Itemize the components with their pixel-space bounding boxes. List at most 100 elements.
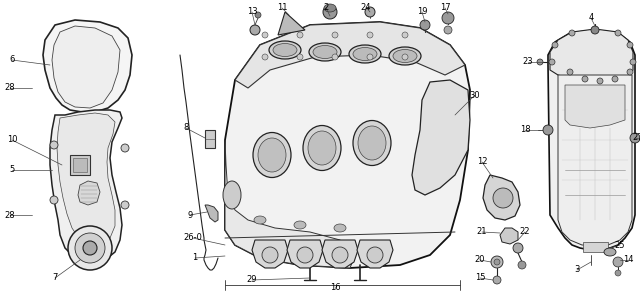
Circle shape	[50, 141, 58, 149]
Circle shape	[262, 54, 268, 60]
Circle shape	[612, 76, 618, 82]
Circle shape	[367, 32, 373, 38]
Circle shape	[365, 7, 375, 17]
Text: 1: 1	[193, 253, 198, 262]
Text: 22: 22	[520, 228, 531, 237]
Ellipse shape	[353, 47, 377, 61]
Circle shape	[543, 125, 553, 135]
Circle shape	[444, 26, 452, 34]
Circle shape	[442, 12, 454, 24]
Polygon shape	[43, 20, 132, 112]
Polygon shape	[205, 130, 215, 148]
Ellipse shape	[254, 216, 266, 224]
Text: 24: 24	[361, 3, 371, 12]
Polygon shape	[583, 242, 608, 252]
Circle shape	[549, 59, 555, 65]
Polygon shape	[225, 140, 355, 268]
Circle shape	[582, 76, 588, 82]
Text: 17: 17	[440, 3, 451, 13]
Ellipse shape	[258, 138, 286, 172]
Circle shape	[332, 247, 348, 263]
Polygon shape	[565, 85, 625, 128]
Circle shape	[627, 42, 633, 48]
Circle shape	[402, 54, 408, 60]
Polygon shape	[357, 240, 393, 268]
Circle shape	[591, 26, 599, 34]
Polygon shape	[78, 181, 100, 205]
Text: 11: 11	[276, 3, 287, 13]
Ellipse shape	[324, 4, 336, 12]
Circle shape	[297, 54, 303, 60]
Text: 14: 14	[623, 255, 633, 265]
Text: 5: 5	[10, 166, 15, 175]
Circle shape	[121, 201, 129, 209]
Ellipse shape	[334, 224, 346, 232]
Polygon shape	[225, 22, 470, 268]
Circle shape	[367, 54, 373, 60]
Text: 20: 20	[475, 255, 485, 265]
Circle shape	[567, 69, 573, 75]
Circle shape	[121, 144, 129, 152]
Circle shape	[552, 42, 558, 48]
Circle shape	[627, 69, 633, 75]
Ellipse shape	[393, 49, 417, 63]
Text: 12: 12	[477, 157, 487, 166]
Circle shape	[323, 5, 337, 19]
Polygon shape	[57, 113, 115, 247]
Polygon shape	[70, 155, 90, 175]
Polygon shape	[205, 205, 218, 222]
Circle shape	[75, 233, 105, 263]
Polygon shape	[483, 175, 520, 220]
Ellipse shape	[309, 43, 341, 61]
Circle shape	[513, 243, 523, 253]
Circle shape	[68, 226, 112, 270]
Text: 28: 28	[4, 84, 15, 93]
Text: 16: 16	[330, 283, 340, 291]
Circle shape	[332, 54, 338, 60]
Text: 13: 13	[246, 8, 257, 17]
Circle shape	[592, 27, 598, 33]
Ellipse shape	[269, 41, 301, 59]
Circle shape	[255, 12, 261, 18]
Polygon shape	[500, 228, 518, 244]
Circle shape	[83, 241, 97, 255]
Polygon shape	[235, 22, 465, 88]
Text: 4: 4	[588, 13, 594, 22]
Ellipse shape	[273, 43, 297, 56]
Text: 27: 27	[633, 134, 640, 143]
Circle shape	[297, 247, 313, 263]
Ellipse shape	[358, 126, 386, 160]
Polygon shape	[558, 75, 632, 245]
Text: 28: 28	[4, 210, 15, 219]
Ellipse shape	[349, 45, 381, 63]
Circle shape	[630, 59, 636, 65]
Text: 7: 7	[52, 274, 58, 283]
Ellipse shape	[308, 131, 336, 165]
Circle shape	[494, 259, 500, 265]
Circle shape	[332, 32, 338, 38]
Circle shape	[491, 256, 503, 268]
Text: 8: 8	[183, 123, 189, 132]
Polygon shape	[278, 12, 305, 35]
Circle shape	[493, 188, 513, 208]
Circle shape	[250, 25, 260, 35]
Circle shape	[367, 247, 383, 263]
Polygon shape	[52, 26, 120, 108]
Ellipse shape	[303, 125, 341, 171]
Polygon shape	[322, 240, 358, 268]
Circle shape	[630, 133, 640, 143]
Circle shape	[50, 196, 58, 204]
Polygon shape	[252, 240, 288, 268]
Text: 10: 10	[7, 136, 17, 145]
Text: 2: 2	[323, 3, 328, 13]
Polygon shape	[73, 158, 87, 172]
Polygon shape	[548, 30, 635, 250]
Circle shape	[420, 20, 430, 30]
Polygon shape	[550, 29, 633, 81]
Ellipse shape	[604, 248, 616, 256]
Ellipse shape	[253, 132, 291, 178]
Text: 18: 18	[520, 125, 531, 134]
Text: 15: 15	[475, 274, 485, 283]
Text: 3: 3	[574, 265, 580, 274]
Circle shape	[402, 32, 408, 38]
